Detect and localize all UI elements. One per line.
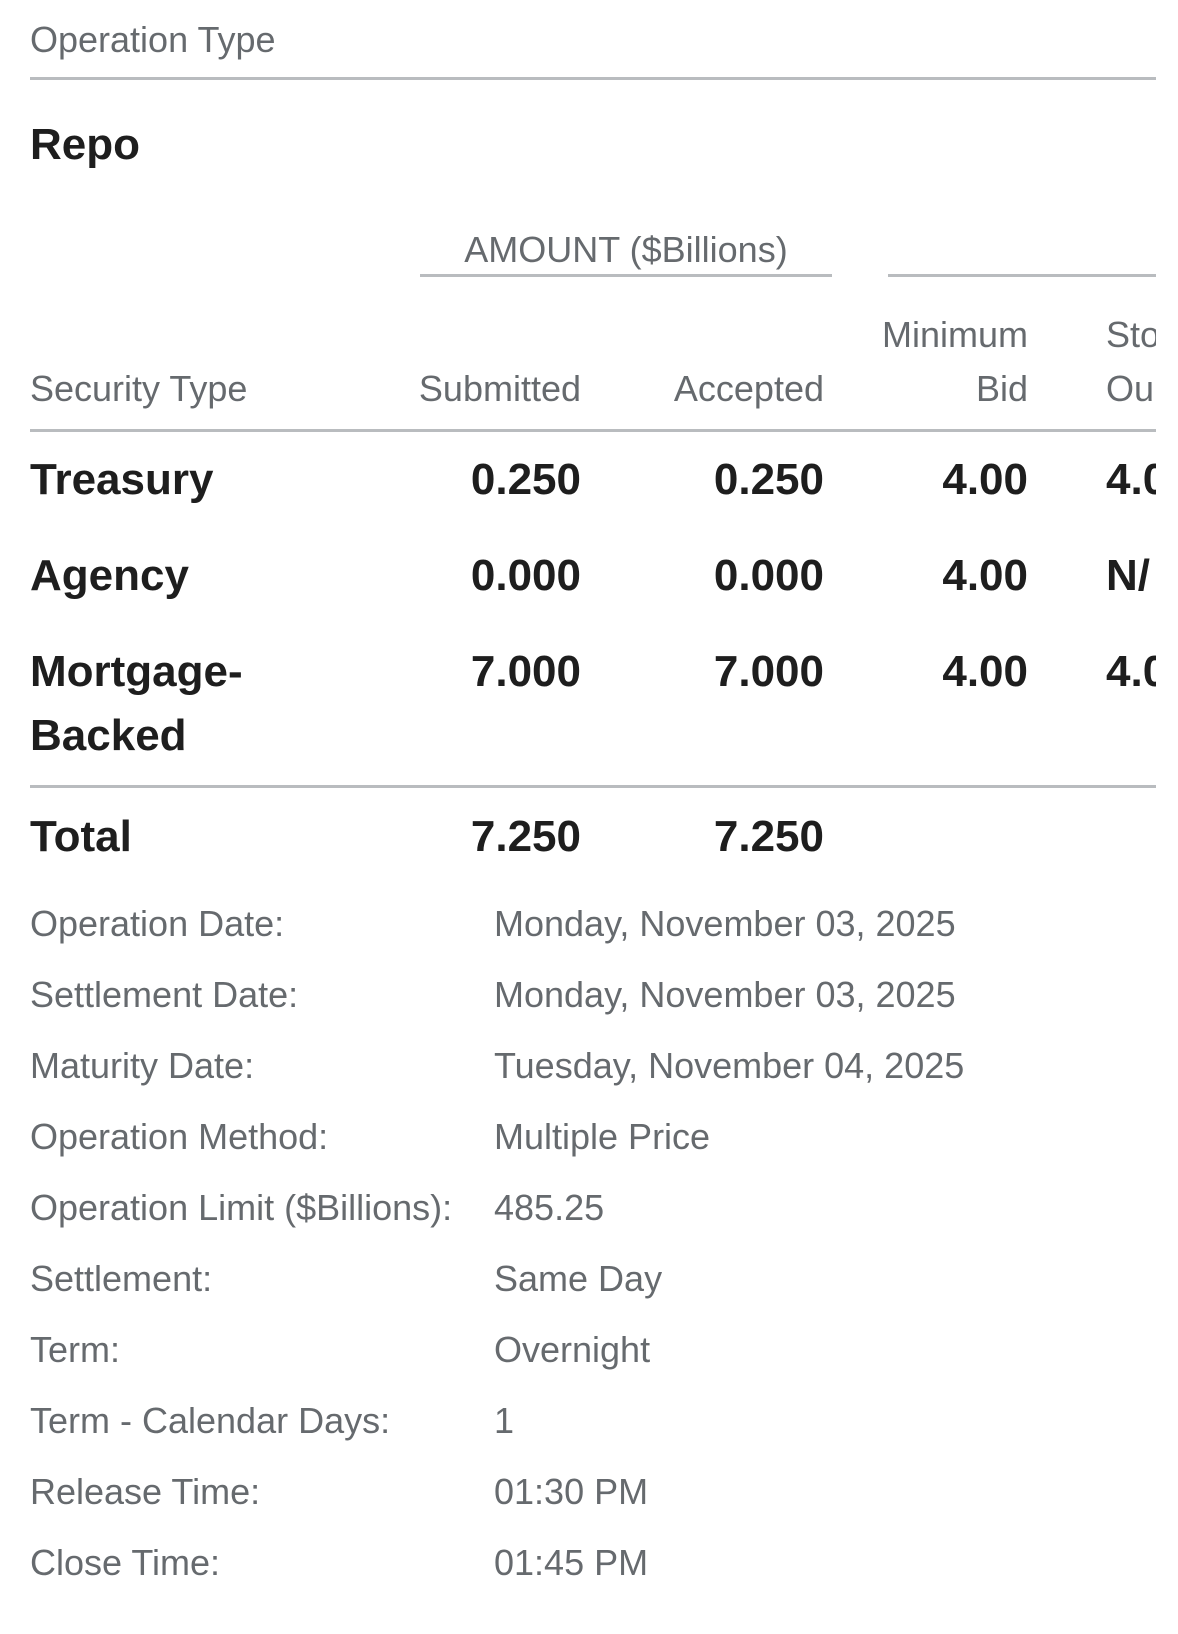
detail-value: 1 [494, 1400, 515, 1441]
row-accepted: 0.250 [713, 455, 824, 504]
detail-value: 01:30 PM [494, 1471, 649, 1512]
col-header-security-type: Security Type [30, 368, 248, 409]
col-header-clipped-line1: Sto [1106, 314, 1156, 355]
detail-label: Operation Date: [30, 903, 285, 944]
detail-label: Operation Limit ($Billions): [30, 1187, 453, 1228]
detail-label: Close Time: [30, 1542, 221, 1583]
detail-label: Release Time: [30, 1471, 261, 1512]
detail-label: Settlement: [30, 1258, 213, 1299]
row-accepted: 7.000 [713, 647, 824, 696]
detail-value: Same Day [494, 1258, 663, 1299]
operation-type-value: Repo [30, 120, 140, 169]
row-minimum-bid: 4.00 [942, 647, 1028, 696]
stop-group-underline [888, 274, 1156, 277]
detail-label: Maturity Date: [30, 1045, 255, 1086]
detail-label: Term: [30, 1329, 120, 1370]
row-security-type: Treasury [30, 455, 214, 504]
total-divider [30, 785, 1156, 788]
detail-value: Tuesday, November 04, 2025 [494, 1045, 965, 1086]
col-header-submitted: Submitted [418, 368, 581, 409]
col-header-clipped-line2: Ou [1106, 368, 1155, 409]
col-header-minimum-bid-line2: Bid [975, 368, 1028, 409]
row-clipped-value: 4.0 [1106, 455, 1156, 504]
col-header-minimum-bid-line1: Minimum [881, 314, 1028, 355]
total-submitted: 7.250 [470, 812, 581, 861]
operation-type-label: Operation Type [30, 19, 276, 60]
row-security-type: Agency [30, 551, 189, 600]
row-clipped-value: N/ [1106, 551, 1150, 600]
amount-group-underline [420, 274, 832, 277]
amount-group-header: AMOUNT ($Billions) [464, 229, 788, 270]
row-minimum-bid: 4.00 [942, 455, 1028, 504]
detail-label: Operation Method: [30, 1116, 329, 1157]
total-label: Total [30, 812, 132, 861]
table-header-divider [30, 429, 1156, 432]
total-accepted: 7.250 [713, 812, 824, 861]
row-submitted: 7.000 [470, 647, 581, 696]
detail-value: Multiple Price [494, 1116, 711, 1157]
row-security-type-line1: Mortgage- [30, 647, 243, 696]
detail-label: Settlement Date: [30, 974, 299, 1015]
divider [30, 77, 1156, 80]
row-security-type-line2: Backed [30, 711, 187, 760]
detail-value: Overnight [494, 1329, 651, 1370]
detail-value: Monday, November 03, 2025 [494, 903, 956, 944]
row-minimum-bid: 4.00 [942, 551, 1028, 600]
detail-value: 01:45 PM [494, 1542, 649, 1583]
detail-value: Monday, November 03, 2025 [494, 974, 956, 1015]
row-submitted: 0.250 [470, 455, 581, 504]
row-accepted: 0.000 [713, 551, 824, 600]
detail-label: Term - Calendar Days: [30, 1400, 391, 1441]
detail-value: 485.25 [494, 1187, 605, 1228]
row-clipped-value: 4.0 [1106, 647, 1156, 696]
col-header-accepted: Accepted [673, 368, 824, 409]
row-submitted: 0.000 [470, 551, 581, 600]
clipped-column: Sto Ou 4.0 N/ 4.0 [1090, 300, 1156, 860]
